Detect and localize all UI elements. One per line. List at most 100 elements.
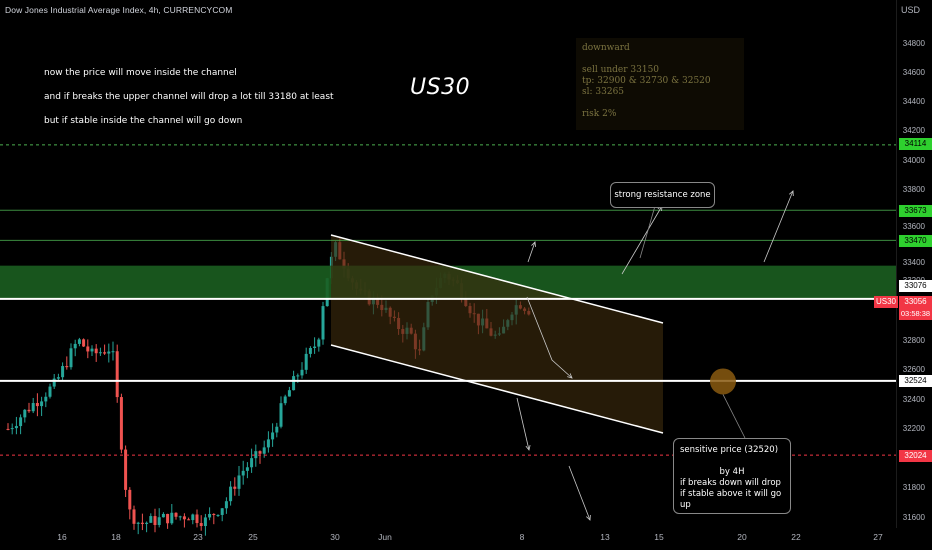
date-axis-label: 30 [330,532,340,542]
price-axis-label: 34600 [902,68,925,77]
sensitive-price-callout[interactable]: sensitive price (32520) by 4H if breaks … [673,438,791,514]
callout-line: if stable above it will go up [680,489,782,510]
note-line-2: and if breaks the upper channel will dro… [44,92,334,102]
symbol-tag: US30 [874,296,898,308]
candle-body [258,451,262,454]
candle-body [321,306,325,340]
candle-body [98,352,102,354]
date-axis-label: 27 [873,532,883,542]
plan-line [582,54,744,65]
arrow-head [567,373,573,379]
date-axis-label: 15 [654,532,664,542]
drawings-layer [0,0,897,528]
candle-body [6,428,10,430]
candle-body [111,351,115,353]
callout-line: if breaks down will drop [680,478,781,488]
candle-body [10,428,14,430]
candle-body [128,489,132,510]
plan-line [582,98,744,109]
candle-body [233,486,237,489]
candle-body [275,426,279,433]
price-axis-label: 34400 [902,97,925,106]
candle-body [170,512,174,524]
candle-body [27,409,31,412]
candle-body [317,339,321,347]
candle-body [203,517,207,527]
candle-body [14,426,18,429]
candle-body [271,432,275,440]
candle-body [35,403,39,407]
price-tag-32524: 32524 [899,375,932,387]
candle-body [94,348,98,354]
projection-arrow [568,465,591,521]
candle-body [40,401,44,407]
candle-body [195,514,199,524]
chart-title: Dow Jones Industrial Average Index, 4h, … [5,5,233,15]
arrow-head [789,190,794,197]
candle-body [304,353,308,370]
candle-body [48,386,52,397]
candle-body [313,346,317,348]
candle-body [19,417,23,427]
note-line-1: now the price will move inside the chann… [44,68,237,78]
date-axis-label: Jun [378,532,392,542]
candle-body [124,449,128,490]
note-line-3: but if stable inside the channel will go… [44,116,243,126]
date-axis-label: 16 [57,532,67,542]
candle-body [287,390,291,397]
candle-body [86,346,90,352]
plan-line: sell under 33150 [582,65,660,75]
candle-body [136,522,140,524]
plan-line: risk 2% [582,109,617,119]
projection-arrow [526,296,573,379]
candle-body [61,366,65,378]
channel-upper-line [330,234,664,324]
candle-body [300,369,304,376]
trade-plan-box[interactable]: downward sell under 33150 tp: 32900 & 32… [576,38,744,130]
candle-body [153,516,157,525]
candle-body [149,516,153,523]
candle-body [220,508,224,515]
symbol-heading: US30 [410,75,471,100]
callout-line: by 4H [719,467,745,477]
candle-body [166,513,170,524]
date-axis-label: 8 [519,532,525,542]
bar-countdown-tag: 03:58:38 [899,308,932,320]
candle-body [224,501,228,509]
candle-body [161,513,165,518]
price-axis-label: 32800 [902,336,925,345]
candle-body [44,396,48,402]
price-axis-label: 33800 [902,185,925,194]
candle-body [182,516,186,520]
candle-body [56,377,60,379]
price-tag-33673: 33673 [899,205,932,217]
price-axis-label: 31600 [902,513,925,522]
price-axis-label: 34800 [902,39,925,48]
date-axis-label: 13 [600,532,610,542]
candle-body [69,348,73,368]
sensitive-callout-pointer [722,394,746,439]
callout-line [680,456,784,467]
candle-body [229,486,233,502]
plan-line: downward [582,43,630,53]
price-tag-34114: 34114 [899,138,932,150]
candle-body [174,512,178,517]
candle-body [296,375,300,377]
sensitive-price-marker [710,368,736,395]
price-axis-label: 33600 [902,222,925,231]
candle-body [292,376,296,391]
candle-body [132,509,136,524]
candle-body [145,522,149,524]
candle-body [199,523,203,527]
candle-body [65,366,69,368]
candle-body [23,409,27,418]
candle-body [241,470,245,476]
candle-body [52,378,56,387]
arrow-head [531,241,536,248]
date-axis-label: 20 [737,532,747,542]
candle-body [157,517,161,525]
candle-body [82,339,86,347]
candle-body [119,397,123,450]
resistance-callout[interactable]: strong resistance zone [610,182,715,208]
